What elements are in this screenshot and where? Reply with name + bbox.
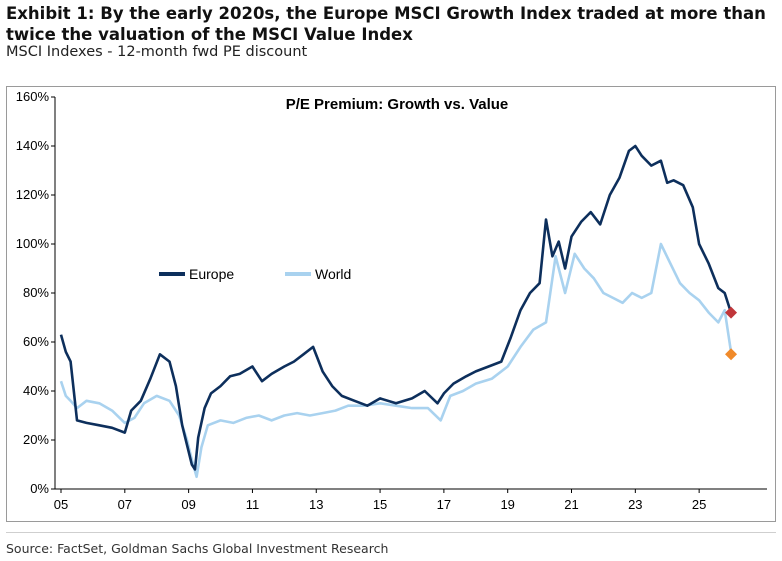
marker-layer <box>725 306 738 361</box>
y-tick-label: 60% <box>23 334 49 349</box>
chart-frame: 0% 20% 40% 60% 80% 100% 120% 140% 160% 05 07 09 11 13… <box>6 86 776 522</box>
end-marker-world <box>725 348 738 361</box>
x-tick-label: 19 <box>500 497 514 512</box>
exhibit-title: Exhibit 1: By the early 2020s, the Europ… <box>6 4 766 44</box>
legend-label-europe: Europe <box>189 266 234 282</box>
y-tick-label: 20% <box>23 432 49 447</box>
end-marker-europe <box>725 306 738 319</box>
x-tick-label: 21 <box>564 497 578 512</box>
x-tick-label: 05 <box>54 497 68 512</box>
divider <box>6 532 776 533</box>
axes: 0% 20% 40% 60% 80% 100% 120% 140% 160% 05 07 09 11 13… <box>16 89 767 512</box>
x-tick-label: 15 <box>373 497 387 512</box>
x-tick-label: 25 <box>692 497 706 512</box>
x-tick-label: 13 <box>309 497 323 512</box>
y-tick-label: 0% <box>30 481 49 496</box>
x-tick-label: 23 <box>628 497 642 512</box>
y-tick-label: 80% <box>23 285 49 300</box>
exhibit-subtitle: MSCI Indexes - 12-month fwd PE discount <box>6 44 308 60</box>
y-tick-label: 100% <box>16 236 50 251</box>
source-note: Source: FactSet, Goldman Sachs Global In… <box>6 541 389 556</box>
y-tick-label: 140% <box>16 138 50 153</box>
x-tick-label: 07 <box>118 497 132 512</box>
series-line-europe <box>59 144 733 471</box>
x-tick-label: 17 <box>437 497 451 512</box>
y-tick-label: 120% <box>16 187 50 202</box>
series-layer <box>59 144 733 479</box>
chart-title: P/E Premium: Growth vs. Value <box>286 96 509 113</box>
pe-premium-chart: 0% 20% 40% 60% 80% 100% 120% 140% 160% 05 07 09 11 13… <box>16 89 767 512</box>
x-tick-label: 11 <box>246 497 260 512</box>
legend: Europe World <box>159 266 351 282</box>
y-tick-label: 160% <box>16 89 50 104</box>
x-tick-label: 09 <box>181 497 195 512</box>
legend-label-world: World <box>315 266 351 282</box>
y-tick-label: 40% <box>23 383 49 398</box>
series-line-world <box>59 242 733 479</box>
